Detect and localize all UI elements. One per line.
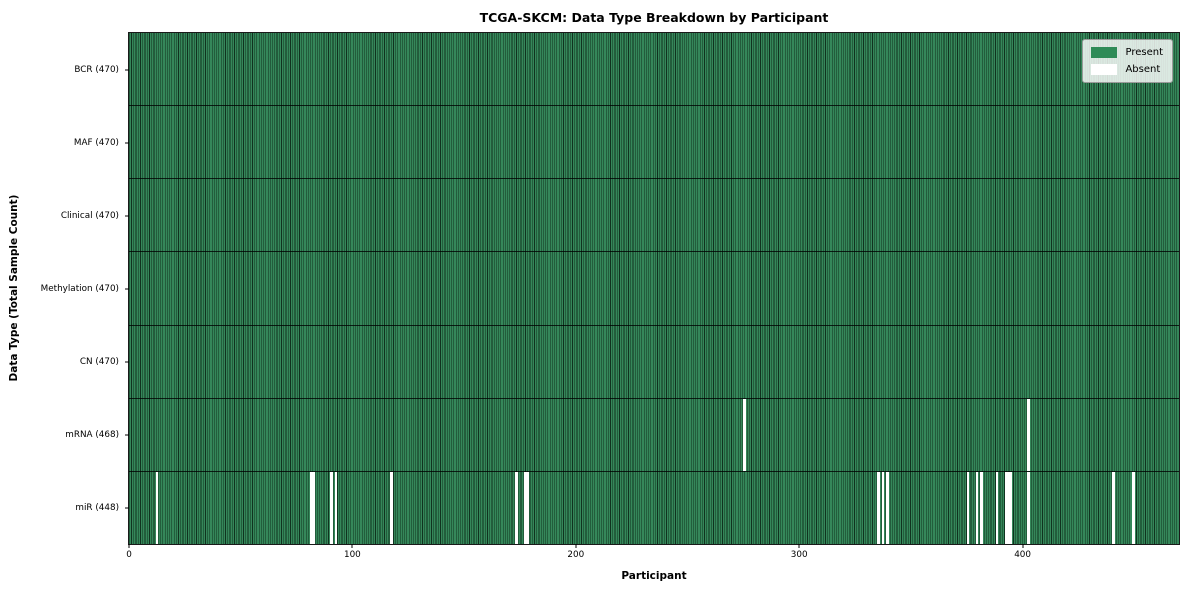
- x-tick-mark: [575, 544, 577, 548]
- heatmap-row-methylation: [129, 252, 1179, 326]
- absent-cell: [877, 471, 881, 544]
- absent-cell: [995, 471, 999, 544]
- x-tick-label: 300: [790, 550, 808, 560]
- absent-cell: [886, 471, 889, 544]
- legend-label-absent: Absent: [1125, 63, 1161, 75]
- heatmap-row-cn: [129, 325, 1179, 399]
- x-tick-mark: [351, 544, 353, 548]
- absent-cell: [1132, 471, 1135, 544]
- absent-cell: [312, 471, 315, 544]
- absent-cell: [155, 471, 159, 544]
- y-tick-label: mRNA (468): [65, 429, 119, 440]
- chart-title: TCGA-SKCM: Data Type Breakdown by Partic…: [479, 10, 829, 25]
- absent-cell: [1027, 398, 1030, 471]
- absent-cell: [881, 471, 885, 544]
- y-tick-label: miR (448): [75, 502, 119, 513]
- heatmap-row-mir: [129, 471, 1179, 544]
- heatmap-row-mrna: [129, 398, 1179, 472]
- absent-cell: [966, 471, 970, 544]
- present-swatch-icon: [1091, 47, 1118, 58]
- y-tick-label: CN (470): [79, 356, 119, 367]
- legend-label-present: Present: [1125, 46, 1163, 58]
- y-tick-mark: [125, 361, 129, 362]
- legend-item-absent: Absent: [1091, 64, 1163, 75]
- heatmap-rows: [129, 33, 1179, 544]
- x-tick-label: 200: [567, 550, 585, 560]
- x-tick-mark: [798, 544, 800, 548]
- absent-cell: [743, 398, 746, 471]
- absent-cell: [1111, 471, 1115, 544]
- absent-cell: [1027, 471, 1030, 544]
- y-tick-mark: [125, 142, 129, 143]
- legend-item-present: Present: [1091, 47, 1163, 58]
- absent-cell: [524, 471, 528, 544]
- x-tick-mark: [128, 544, 130, 548]
- y-tick-mark: [125, 215, 129, 216]
- absent-cell: [1009, 471, 1012, 544]
- y-axis-label: Data Type (Total Sample Count): [8, 194, 20, 382]
- absent-cell: [975, 471, 979, 544]
- y-tick-mark: [125, 288, 129, 289]
- absent-cell: [334, 471, 338, 544]
- x-tick-mark: [1022, 544, 1024, 548]
- absent-cell: [390, 471, 393, 544]
- x-tick-label: 400: [1014, 550, 1032, 560]
- y-tick-label: Methylation (470): [40, 283, 119, 294]
- y-tick-mark: [125, 507, 129, 508]
- plot-area: BCR (470) MAF (470) Clinical (470) Methylat…: [41, 32, 1180, 560]
- y-tick-mark: [125, 434, 129, 435]
- absent-cell: [330, 471, 333, 544]
- y-tick-mark: [125, 69, 129, 70]
- heatmap-row-clinical: [129, 179, 1179, 253]
- y-tick-label: BCR (470): [74, 64, 119, 75]
- x-tick-label: 100: [343, 550, 361, 560]
- legend: Present Absent: [1082, 39, 1173, 83]
- y-tick-label: MAF (470): [73, 137, 119, 148]
- x-tick-label: 0: [126, 550, 132, 560]
- y-tick-label: Clinical (470): [60, 210, 119, 221]
- absent-swatch-icon: [1091, 64, 1118, 75]
- absent-cell: [980, 471, 983, 544]
- heatmap-row-bcr: [129, 33, 1179, 107]
- absent-cell: [526, 471, 530, 544]
- x-axis-label: Participant: [621, 570, 687, 582]
- absent-cell: [515, 471, 519, 544]
- heatmap-row-maf: [129, 106, 1179, 180]
- absent-cell: [1004, 471, 1008, 544]
- absent-cell: [1006, 471, 1010, 544]
- absent-cell: [309, 471, 313, 544]
